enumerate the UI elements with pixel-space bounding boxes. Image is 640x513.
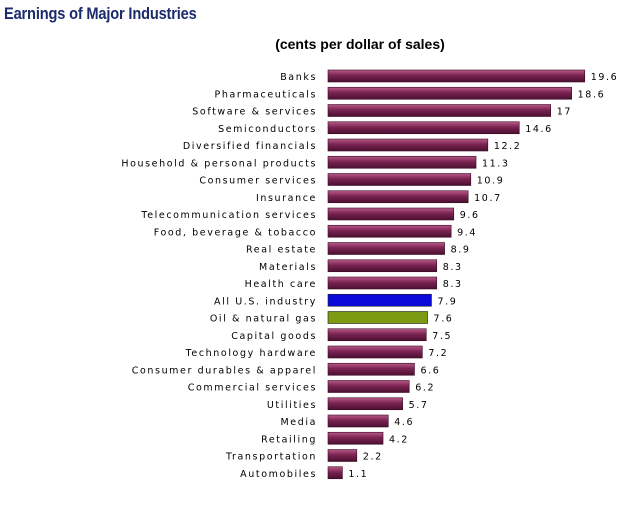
- bar-software-services: [327, 104, 551, 117]
- bar-diversified-financials: [327, 138, 489, 152]
- category-label: Media: [280, 417, 317, 428]
- bars-group: Banks 19.6 Pharmaceuticals 18.6 Software & s…: [121, 69, 619, 480]
- category-label: Real estate: [246, 245, 317, 256]
- category-label: Utilities: [267, 400, 317, 411]
- category-label: Materials: [259, 262, 317, 273]
- category-label: Capital goods: [231, 331, 317, 342]
- value-label: 14.6: [525, 124, 553, 135]
- category-label: Retailing: [261, 434, 317, 445]
- category-label: Health care: [245, 279, 317, 290]
- value-label: 11.3: [482, 158, 510, 169]
- category-label: Telecommunication services: [140, 210, 317, 221]
- bar-transportation: [327, 449, 358, 462]
- value-label: 4.6: [394, 417, 414, 428]
- value-label: 12.2: [494, 141, 522, 152]
- bar-insurance: [327, 190, 469, 204]
- value-label: 10.9: [477, 176, 505, 187]
- bar-media: [327, 414, 389, 428]
- category-label: Pharmaceuticals: [215, 89, 317, 100]
- bar-utilities: [327, 397, 403, 411]
- category-label: Oil & natural gas: [210, 314, 317, 325]
- chart-subtitle: (cents per dollar of sales): [275, 36, 445, 52]
- bar-all-u-s-industry: [327, 293, 432, 307]
- bar-commercial-services: [327, 380, 410, 393]
- category-label: Diversified financials: [183, 141, 317, 152]
- bar-banks: [327, 69, 586, 83]
- value-label: 19.6: [591, 72, 619, 83]
- bar-consumer-durables-apparel: [327, 362, 415, 376]
- bar-technology-hardware: [327, 345, 423, 359]
- value-label: 7.6: [434, 314, 454, 325]
- category-label: Household & personal products: [121, 158, 317, 169]
- category-label: Transportation: [225, 452, 317, 463]
- value-label: 6.2: [415, 383, 435, 394]
- category-label: Software & services: [192, 107, 317, 118]
- category-label: Consumer durables & apparel: [132, 365, 317, 376]
- category-label: Semiconductors: [218, 124, 317, 135]
- category-label: All U.S. industry: [214, 296, 317, 307]
- bar-real-estate: [327, 242, 445, 255]
- bar-oil-natural-gas: [327, 311, 428, 324]
- bar-consumer-services: [327, 173, 472, 186]
- value-label: 2.2: [363, 452, 383, 463]
- bar-pharmaceuticals: [327, 86, 572, 100]
- value-label: 9.4: [457, 227, 477, 238]
- bar-capital-goods: [327, 328, 427, 342]
- bar-semiconductors: [327, 121, 520, 135]
- bar-household-personal-products: [327, 155, 477, 169]
- category-label: Insurance: [256, 193, 317, 204]
- value-label: 8.9: [451, 245, 471, 256]
- value-label: 8.3: [443, 279, 463, 290]
- bar-retailing: [327, 431, 384, 445]
- category-label: Food, beverage & tobacco: [154, 227, 317, 238]
- bar-food-beverage-tobacco: [327, 224, 452, 238]
- category-label: Automobiles: [240, 469, 317, 480]
- category-label: Technology hardware: [185, 348, 317, 359]
- category-label: Banks: [280, 72, 317, 83]
- value-label: 18.6: [578, 89, 606, 100]
- value-label: 5.7: [409, 400, 429, 411]
- bar-automobiles: [327, 466, 343, 480]
- value-label: 4.2: [389, 434, 409, 445]
- value-label: 1.1: [348, 469, 368, 480]
- bar-telecommunication-services: [327, 207, 455, 221]
- bar-materials: [327, 259, 438, 273]
- category-label: Consumer services: [199, 176, 317, 187]
- value-label: 7.9: [437, 296, 457, 307]
- chart-title: Earnings of Major Industries: [4, 4, 197, 23]
- bar-health-care: [327, 276, 438, 290]
- value-label: 17: [557, 107, 572, 118]
- value-label: 7.5: [432, 331, 452, 342]
- value-label: 9.6: [460, 210, 480, 221]
- value-label: 6.6: [420, 365, 440, 376]
- value-label: 7.2: [428, 348, 448, 359]
- value-label: 8.3: [443, 262, 463, 273]
- value-label: 10.7: [474, 193, 502, 204]
- category-label: Commercial services: [188, 383, 317, 394]
